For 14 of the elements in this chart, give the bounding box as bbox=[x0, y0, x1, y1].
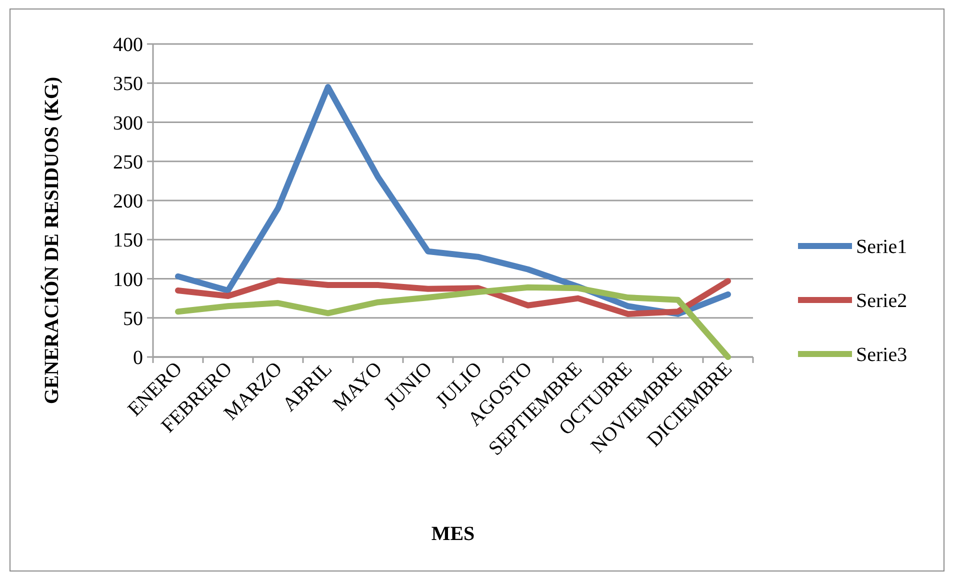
legend-label: Serie3 bbox=[856, 344, 908, 366]
y-tick-label: 350 bbox=[113, 73, 143, 96]
y-tick-label: 250 bbox=[113, 151, 143, 174]
y-tick-label: 400 bbox=[113, 34, 143, 56]
legend-label: Serie1 bbox=[856, 236, 908, 258]
legend-label: Serie2 bbox=[856, 290, 908, 312]
y-tick-label: 0 bbox=[133, 347, 143, 369]
y-tick-label: 150 bbox=[113, 230, 143, 252]
y-tick-label: 100 bbox=[113, 268, 143, 291]
y-axis-title: GENERACIÓN DE RESIDUOS (KG) bbox=[40, 76, 63, 404]
y-tick-label: 300 bbox=[113, 112, 143, 134]
y-tick-label: 50 bbox=[123, 308, 143, 330]
y-tick-label: 200 bbox=[113, 190, 143, 212]
x-axis-title: MES bbox=[431, 523, 475, 545]
